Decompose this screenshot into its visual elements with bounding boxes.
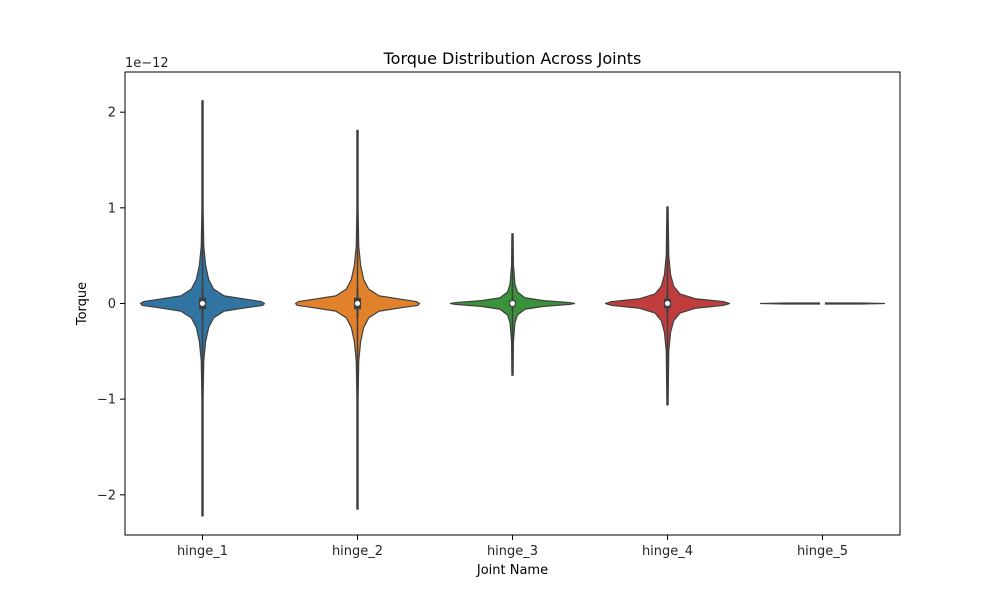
violin-median: [200, 301, 205, 306]
violin-hinge_3: [449, 233, 576, 376]
violin-median: [665, 301, 670, 306]
violin-hinge_1: [139, 100, 266, 517]
y-tick-label: −2: [97, 488, 116, 503]
y-tick-label: 2: [108, 106, 116, 121]
x-tick-label: hinge_2: [332, 544, 383, 559]
y-tick-label: 0: [108, 297, 116, 312]
x-tick-label: hinge_3: [487, 544, 538, 559]
y-axis-label: Torque: [75, 282, 90, 326]
violins-layer: [139, 100, 886, 517]
x-axis-label: Joint Name: [476, 563, 548, 578]
y-tick-label: 1: [108, 201, 116, 216]
x-tick-label: hinge_4: [642, 544, 693, 559]
x-tick-label: hinge_5: [797, 544, 848, 559]
y-tick-label: −1: [97, 393, 116, 408]
y-axis-scale-label: 1e−12: [125, 56, 169, 71]
x-axis: hinge_1 hinge_2 hinge_3 hinge_4 hinge_5: [177, 535, 848, 559]
violin-median: [820, 301, 825, 306]
violin-hinge_5: [759, 301, 886, 306]
violin-median: [355, 301, 360, 306]
violin-hinge_4: [604, 206, 731, 406]
violin-median: [510, 301, 515, 306]
chart-title: Torque Distribution Across Joints: [383, 49, 642, 68]
x-tick-label: hinge_1: [177, 544, 228, 559]
violin-hinge_2: [294, 129, 421, 510]
y-axis: −2 −1 0 1 2: [97, 106, 125, 503]
